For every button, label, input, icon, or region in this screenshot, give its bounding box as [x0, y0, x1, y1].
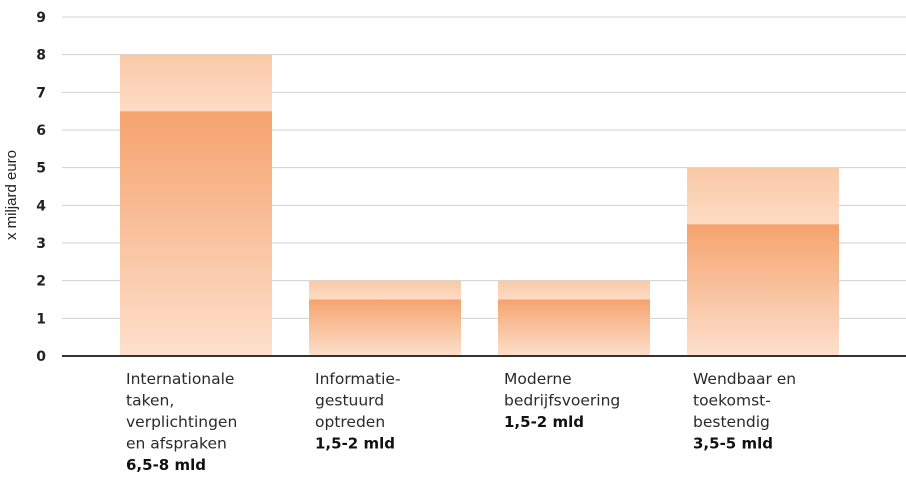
- x-category-label: taken,: [126, 392, 174, 410]
- bar-lower-estimate: [120, 111, 272, 357]
- bar-upper-range: [309, 280, 461, 300]
- x-category-label: Wendbaar en: [693, 370, 796, 388]
- x-category-label: optreden: [315, 413, 385, 431]
- y-tick-label: 0: [36, 349, 46, 365]
- axes: 0 1 2 3 4 5 6 7 8 9: [36, 10, 906, 365]
- y-tick-label: 2: [36, 274, 46, 290]
- x-category-label: bedrijfsvoering: [504, 392, 620, 410]
- y-tick-label: 9: [36, 10, 46, 26]
- bar-lower-estimate: [309, 299, 461, 356]
- y-tick-label: 4: [36, 198, 46, 214]
- y-tick-label: 1: [36, 311, 46, 327]
- bar-upper-range: [687, 167, 839, 225]
- bar-lower-estimate: [687, 224, 839, 356]
- data-label-range: 1,5-2 mld: [504, 413, 584, 431]
- bar-lower-estimate: [498, 299, 650, 356]
- y-tick-label: 5: [36, 161, 46, 177]
- bars: [120, 54, 839, 357]
- y-tick-label: 8: [36, 48, 46, 64]
- y-tick-label: 7: [36, 85, 46, 101]
- data-label-range: 3,5-5 mld: [693, 435, 773, 453]
- x-category-label: gestuurd: [315, 392, 384, 410]
- x-category-label: toekomst-: [693, 392, 771, 410]
- y-tick-label: 6: [36, 123, 46, 139]
- data-label-range: 1,5-2 mld: [315, 435, 395, 453]
- category-labels: Internationale taken, verplichtingen en afs…: [126, 370, 796, 474]
- x-category-label: Moderne: [504, 370, 572, 388]
- x-category-label: en afspraken: [126, 435, 227, 453]
- x-category-label: Informatie-: [315, 370, 401, 388]
- data-label-range: 6,5-8 mld: [126, 456, 206, 474]
- x-category-label: verplichtingen: [126, 413, 237, 431]
- x-category-label: Internationale: [126, 370, 234, 388]
- y-axis-title: x miljard euro: [3, 150, 20, 240]
- x-category-label: bestendig: [693, 413, 770, 431]
- bar-upper-range: [498, 280, 650, 300]
- y-tick-label: 3: [36, 236, 46, 252]
- bar-upper-range: [120, 54, 272, 112]
